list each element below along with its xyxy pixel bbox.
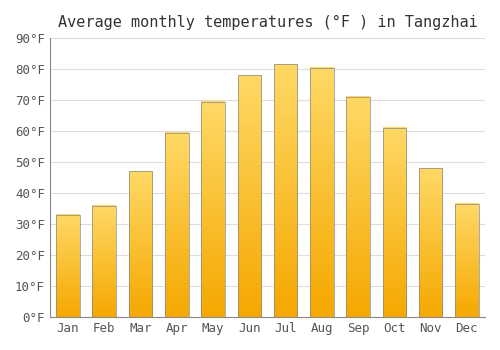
Bar	[346, 97, 370, 317]
Bar	[238, 75, 261, 317]
Bar	[455, 204, 478, 317]
Bar	[310, 68, 334, 317]
Bar	[128, 172, 152, 317]
Title: Average monthly temperatures (°F ) in Tangzhai: Average monthly temperatures (°F ) in Ta…	[58, 15, 478, 30]
Bar	[274, 64, 297, 317]
Bar	[165, 133, 188, 317]
Bar	[382, 128, 406, 317]
Bar	[56, 215, 80, 317]
Bar	[202, 102, 225, 317]
Bar	[419, 168, 442, 317]
Bar	[92, 205, 116, 317]
